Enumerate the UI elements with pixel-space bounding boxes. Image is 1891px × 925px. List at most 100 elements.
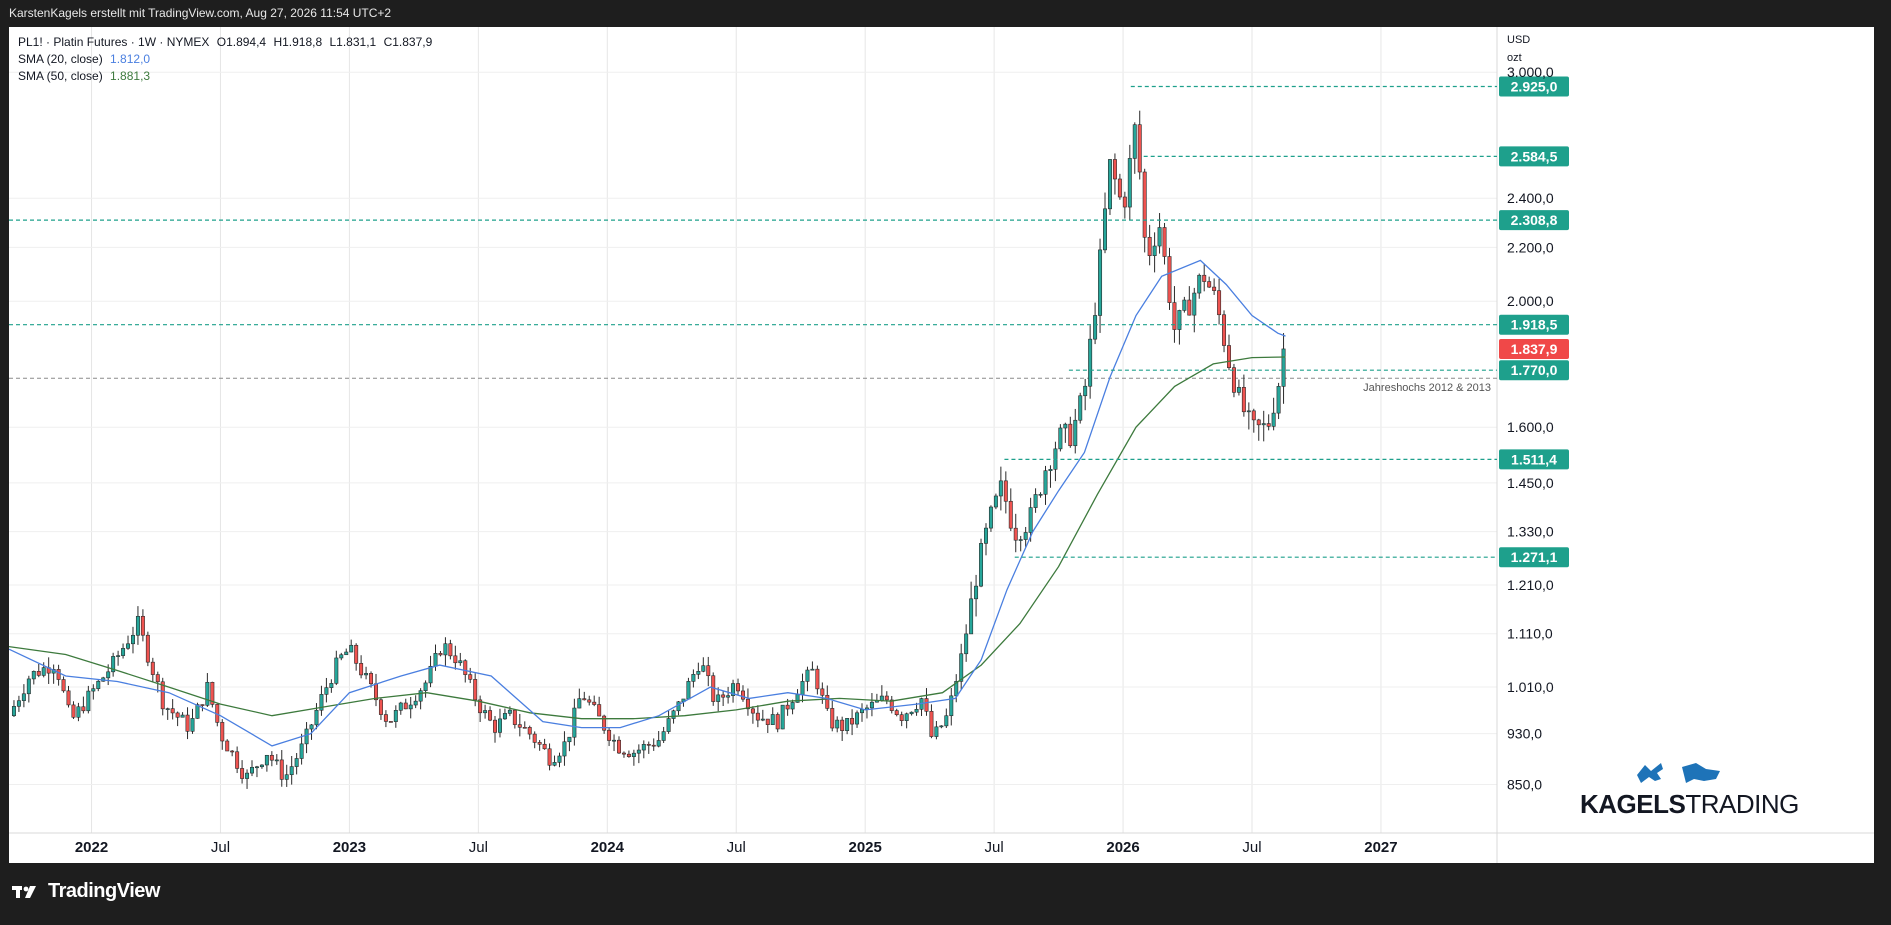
candle-body [1192,292,1197,316]
candle [1078,392,1083,424]
candle-body [274,759,279,762]
candle-body [1157,227,1162,247]
candle-body [398,702,403,711]
sma50-label: SMA (50, close) [18,69,103,83]
candle-body [86,690,91,712]
candle-body [56,669,61,680]
candle-body [998,480,1003,497]
candle [934,720,939,740]
legend-sma20-row[interactable]: SMA (20, close) 1.812,0 [18,51,432,68]
candle [1231,363,1236,398]
candle-body [279,759,284,780]
candle [512,709,517,729]
candle [1182,296,1187,313]
candle [914,702,919,716]
candle [66,685,71,708]
candle-body [284,774,289,780]
candle [919,697,924,717]
candle [319,685,324,716]
candle-body [478,699,483,714]
y-tick-label: 1.600,0 [1507,419,1554,435]
candle-body [661,731,666,741]
candle-body [1137,124,1142,173]
candle-body [835,719,840,729]
candle [235,746,240,774]
candle-body [686,681,691,700]
legend-sma50-row[interactable]: SMA (50, close) 1.881,3 [18,68,432,85]
candle-body [954,681,959,697]
candle-body [126,643,131,649]
candle [155,671,160,693]
candle-body [567,736,572,743]
candle-body [269,754,274,761]
candle-body [235,751,240,769]
candle [1187,286,1192,316]
x-tick-label: Jul [985,839,1004,856]
candle-body [1008,500,1013,529]
candle [31,670,36,685]
candle [497,708,502,738]
candle [121,643,126,659]
candle-body [507,709,512,714]
y-tick-label: 1.010,0 [1507,679,1554,695]
axis-currency: USD [1507,34,1530,46]
candle [1281,333,1286,404]
candle [349,639,354,653]
candle [706,656,711,687]
candle [398,701,403,715]
candle-body [250,766,254,774]
candle [160,677,165,716]
legend-symbol: PL1! · Platin Futures · 1W · NYMEX [18,35,210,49]
candle [805,666,810,692]
candle-body [676,701,681,712]
candle-body [180,714,185,718]
candle-body [1251,410,1256,421]
candle-body [557,755,562,763]
candle-body [1028,507,1033,533]
candle-body [140,615,145,636]
tradingview-footer[interactable]: TradingView [12,880,160,903]
candle [612,734,617,752]
legend-open: O1.894,4 [216,35,267,49]
candle-body [602,715,607,731]
candle-body [577,698,582,709]
candle [1103,192,1107,254]
candle [686,677,691,700]
candle-body [825,694,830,709]
candle-body [855,712,860,725]
candle-body [443,643,448,656]
candle-body [964,633,969,655]
candle-body [1107,159,1112,210]
candle-body [1088,338,1093,387]
y-tick-label: 2.000,0 [1507,293,1554,309]
chart-area[interactable]: Jahreshochs 2012 & 2013 2.925,0 2.584,5 2.3… [9,27,1874,863]
candle [51,664,56,684]
legend-close: C1.837,9 [383,35,433,49]
candle-body [884,695,889,701]
level-badge-label: 1.918,5 [1511,317,1558,333]
candle [1236,379,1241,396]
candle [855,710,860,728]
candle-body [959,653,964,682]
candle [1068,416,1073,448]
candle-body [626,753,631,757]
candle [1083,378,1088,411]
candle-body [582,698,587,701]
candle-body [1281,348,1286,387]
candle-body [1217,290,1222,316]
x-tick-label: 2023 [333,839,366,856]
candle-body [175,712,180,718]
candle [731,679,736,703]
candle [220,719,225,750]
candle [696,662,701,680]
level-badge-label: 2.925,0 [1511,79,1558,95]
level-badge-label: 1.770,0 [1511,362,1558,378]
candle [383,710,388,728]
candle-body [374,683,378,701]
candle-body [1182,299,1187,311]
candle [443,637,448,666]
candle-body [190,718,195,732]
candle [26,675,31,703]
candlestick-chart[interactable]: Jahreshochs 2012 & 2013 2.925,0 2.584,5 2.3… [9,27,1874,863]
candle-body [344,651,349,656]
